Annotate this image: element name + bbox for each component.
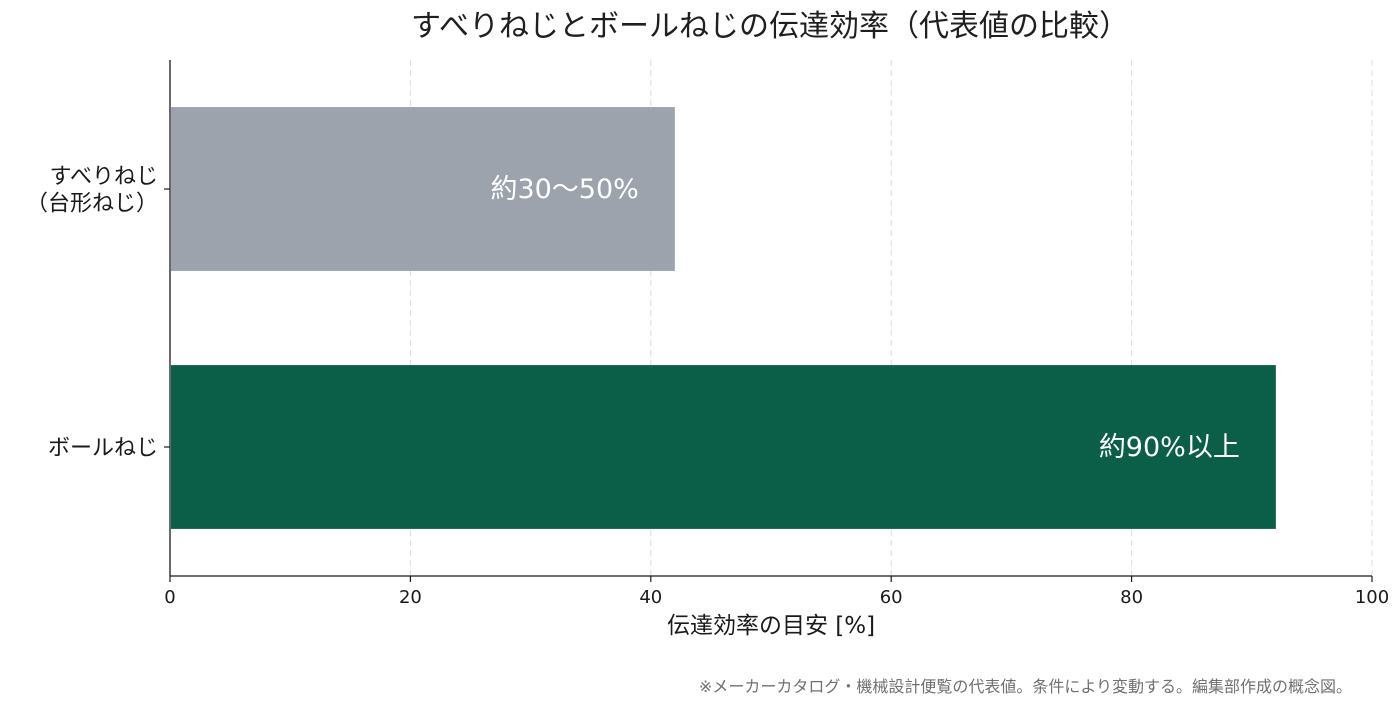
- x-tick-label-60: 60: [880, 587, 903, 608]
- chart-title: すべりねじとボールねじの伝達効率（代表値の比較）: [411, 9, 1129, 44]
- x-tick-label-80: 80: [1120, 587, 1143, 608]
- bar-0: [171, 107, 675, 271]
- bars: 約30〜50% 約90%以上: [171, 107, 1276, 529]
- footnote: ※メーカーカタログ・機械設計便覧の代表値。条件により変動する。編集部作成の概念図…: [699, 677, 1352, 696]
- x-tick-label-40: 40: [639, 587, 662, 608]
- category-labels: すべりねじ（台形ねじ） ボールねじ: [26, 165, 170, 461]
- x-tick-label-20: 20: [399, 587, 422, 608]
- category-label-0-1: （台形ねじ）: [26, 192, 158, 217]
- bar-value-label-1: 約90%以上: [1099, 432, 1240, 463]
- bar-1: [171, 365, 1276, 529]
- bar-value-label-0: 約30〜50%: [490, 174, 638, 205]
- axes: [169, 60, 1372, 577]
- x-axis-label: 伝達効率の目安 [%]: [667, 613, 875, 639]
- x-tick-labels: 0 20 40 60 80 100: [164, 576, 1389, 608]
- category-label-0-0: すべりねじ: [50, 165, 158, 190]
- x-tick-label-0: 0: [164, 587, 175, 608]
- x-tick-label-100: 100: [1355, 587, 1389, 608]
- category-label-1-0: ボールねじ: [48, 436, 158, 461]
